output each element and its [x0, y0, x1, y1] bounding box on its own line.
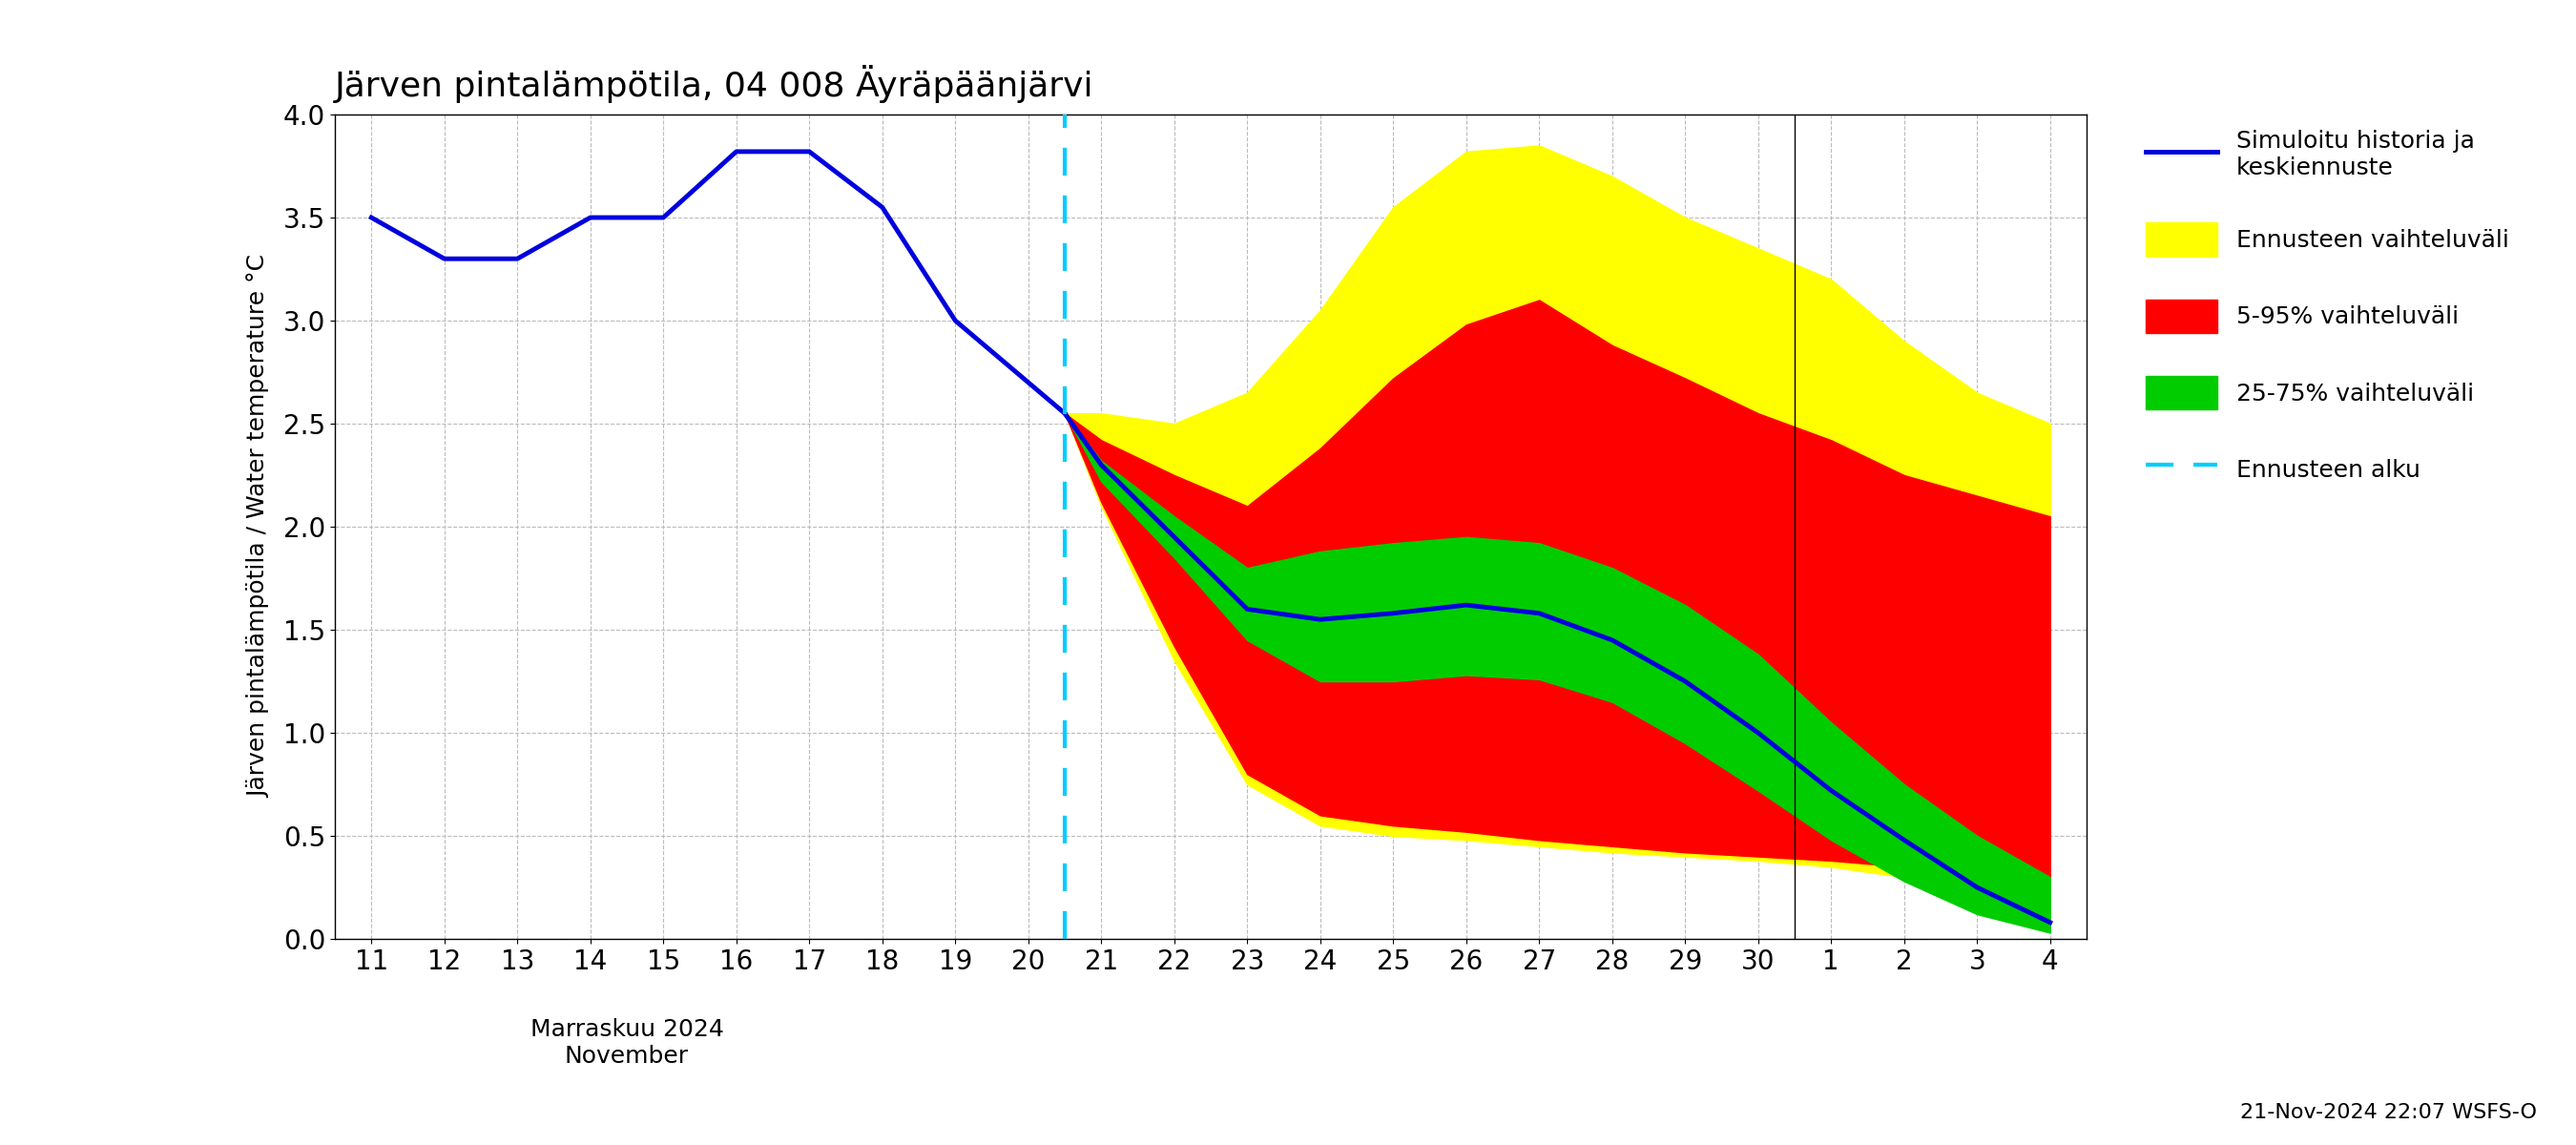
- Text: 21-Nov-2024 22:07 WSFS-O: 21-Nov-2024 22:07 WSFS-O: [2241, 1103, 2537, 1122]
- Y-axis label: Järven pintalämpötila / Water temperature °C: Järven pintalämpötila / Water temperatur…: [247, 255, 270, 798]
- Text: Marraskuu 2024
November: Marraskuu 2024 November: [531, 1018, 724, 1068]
- Legend: Simuloitu historia ja
keskiennuste, Ennusteen vaihteluväli, 5-95% vaihteluväli, : Simuloitu historia ja keskiennuste, Ennu…: [2133, 118, 2522, 498]
- Text: Järven pintalämpötila, 04 008 Äyräpäänjärvi: Järven pintalämpötila, 04 008 Äyräpäänjä…: [335, 64, 1095, 103]
